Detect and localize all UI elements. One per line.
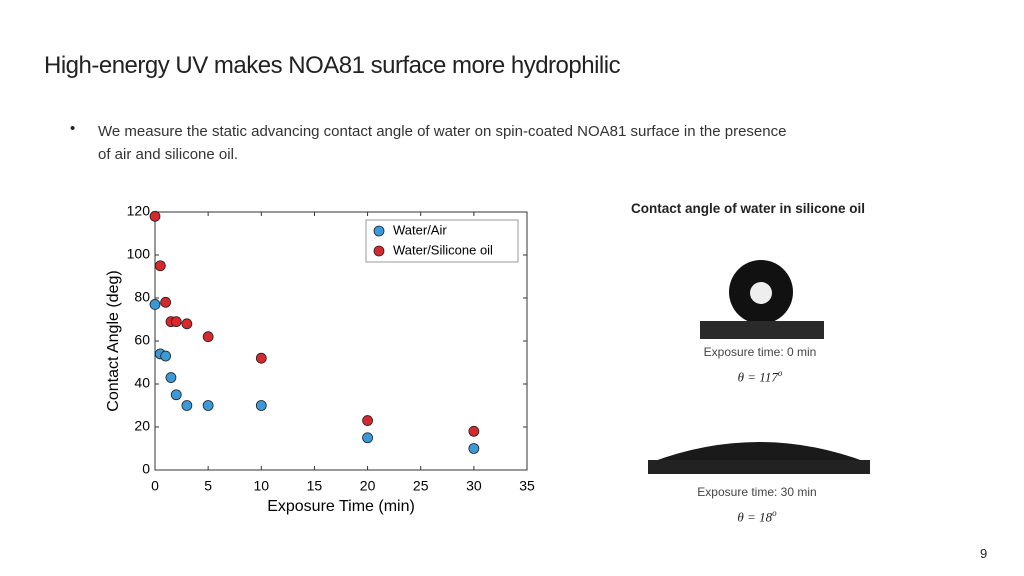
point (154, 260, 166, 272)
point (468, 443, 480, 454)
equation-text: θ = 117 (737, 369, 778, 385)
y-tick-label: 20 (134, 418, 150, 434)
legend-label: Water/Air (393, 222, 447, 237)
point (202, 400, 214, 411)
page-number: 9 (980, 546, 988, 561)
x-tick-label: 20 (360, 478, 376, 494)
bullet-dot: • (70, 120, 76, 137)
equation: θ = 18o (657, 508, 857, 525)
bullet-text: We measure the static advancing contact … (98, 123, 787, 163)
point (170, 389, 182, 401)
y-tick-label: 120 (127, 203, 151, 219)
panel-title: Contact angle of water in silicone oil (630, 201, 866, 216)
x-tick-label: 10 (253, 478, 269, 494)
x-tick-label: 5 (204, 478, 212, 494)
slide-title: High-energy UV makes NOA81 surface more … (44, 52, 621, 79)
y-tick-label: 60 (134, 332, 150, 348)
y-axis-label: Contact Angle (deg) (105, 270, 122, 411)
x-tick-label: 25 (413, 478, 429, 494)
substrate (700, 321, 824, 339)
point (149, 299, 161, 310)
point (181, 400, 193, 411)
point (202, 331, 214, 343)
legend-box (365, 219, 519, 263)
superscript: o (777, 368, 783, 378)
chart: Exposure Time (min) Contact Angle (deg) … (105, 203, 535, 516)
droplet-photo (648, 442, 870, 474)
legend-label: Water/Silicone oil (393, 242, 493, 257)
x-tick-label: 35 (519, 478, 535, 494)
point (255, 400, 267, 411)
point (160, 296, 172, 308)
y-tick-label: 80 (134, 289, 150, 305)
point (362, 415, 373, 426)
x-tick-label: 0 (151, 478, 159, 494)
y-tick-label: 40 (134, 375, 150, 391)
droplet (652, 442, 866, 462)
point (468, 425, 480, 437)
point (255, 352, 267, 364)
caption: Exposure time: 0 min (703, 345, 817, 359)
superscript: o (772, 508, 777, 518)
droplet-photo (700, 255, 824, 339)
equation: θ = 117o (660, 368, 860, 385)
legend-marker (373, 225, 385, 237)
point (170, 316, 182, 328)
highlight (750, 282, 772, 304)
point (149, 210, 161, 222)
point (160, 350, 172, 362)
caption: Exposure time: 30 min (697, 485, 817, 499)
y-tick-label: 0 (142, 461, 150, 477)
equation-text: θ = 18 (737, 509, 773, 525)
substrate (648, 460, 870, 474)
point (165, 372, 177, 383)
legend-marker (373, 245, 385, 257)
point (181, 318, 193, 330)
y-tick-label: 100 (127, 246, 151, 262)
x-tick-label: 15 (307, 478, 323, 494)
x-axis-label: Exposure Time (min) (267, 498, 415, 515)
x-tick-label: 30 (466, 478, 482, 494)
point (362, 432, 373, 444)
